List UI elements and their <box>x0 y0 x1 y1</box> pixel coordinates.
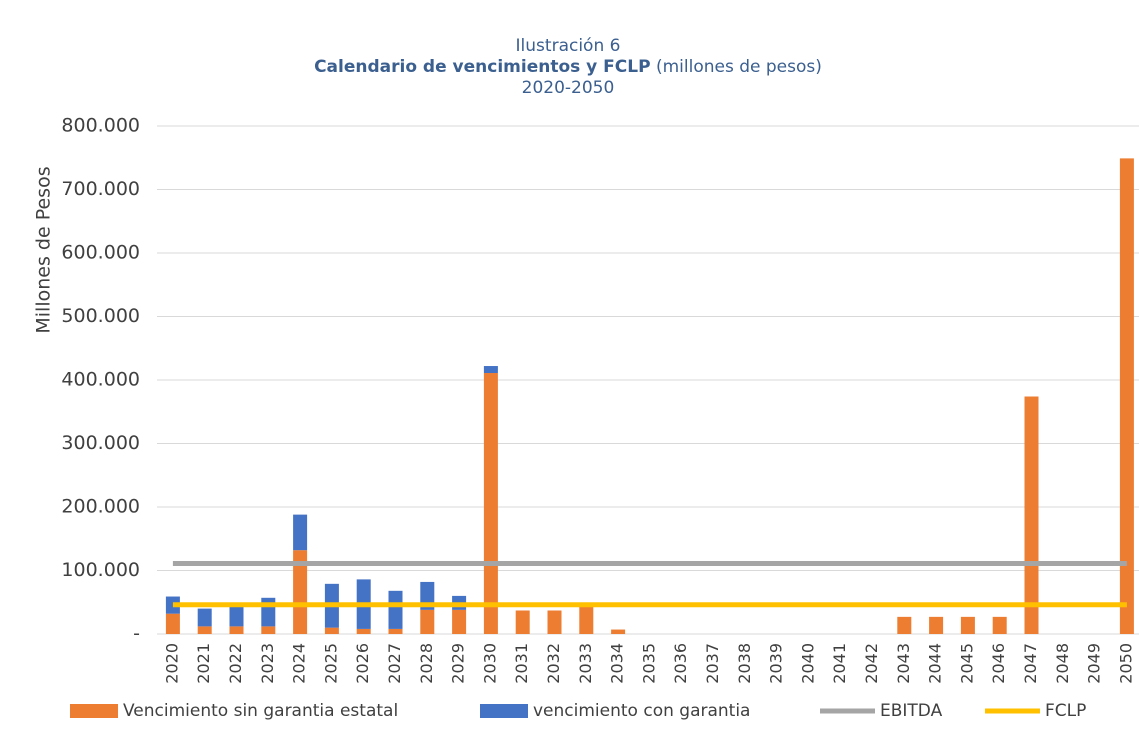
bar <box>197 626 212 634</box>
y-tick-label: 400.000 <box>61 369 140 391</box>
x-tick-label: 2036 <box>671 643 690 684</box>
x-tick-label: 2031 <box>512 643 531 684</box>
y-tick-label: 300.000 <box>61 432 140 454</box>
x-tick-label: 2029 <box>449 643 468 684</box>
x-tick-label: 2050 <box>1116 643 1135 684</box>
x-tick-label: 2046 <box>989 643 1008 684</box>
legend-label: vencimiento con garantia <box>533 701 750 721</box>
bar <box>261 626 276 634</box>
subtitle-bold: Calendario de vencimientos y FCLP <box>314 57 651 77</box>
x-tick-label: 2039 <box>767 643 786 684</box>
x-tick-label: 2020 <box>162 643 181 684</box>
y-tick-label: 100.000 <box>61 559 140 581</box>
bar <box>452 609 467 634</box>
x-tick-label: 2038 <box>735 643 754 684</box>
bar <box>1024 396 1039 634</box>
x-tick-label: 2044 <box>926 643 945 684</box>
x-tick-label: 2032 <box>544 643 563 684</box>
x-tick-label: 2022 <box>226 643 245 684</box>
bar <box>483 366 498 374</box>
chart-title: Ilustración 6 <box>516 36 621 56</box>
bar <box>960 616 975 634</box>
x-tick-label: 2034 <box>608 643 627 684</box>
legend-label: EBITDA <box>880 701 943 721</box>
bar <box>579 604 594 634</box>
bar <box>515 610 530 634</box>
bar <box>293 550 308 634</box>
legend-swatch <box>480 704 528 718</box>
y-axis-label: Millones de Pesos <box>33 166 55 333</box>
bar <box>229 605 244 627</box>
bar <box>611 629 626 634</box>
bar <box>483 373 498 634</box>
y-tick-label: 200.000 <box>61 496 140 518</box>
x-tick-label: 2040 <box>798 643 817 684</box>
x-tick-label: 2021 <box>194 643 213 684</box>
legend-swatch <box>70 704 118 718</box>
x-tick-label: 2026 <box>353 643 372 684</box>
legend-label: FCLP <box>1045 701 1086 721</box>
x-tick-label: 2033 <box>576 643 595 684</box>
x-tick-label: 2030 <box>480 643 499 684</box>
bar <box>388 628 403 634</box>
x-tick-label: 2049 <box>1085 643 1104 684</box>
bar <box>324 627 339 634</box>
y-tick-label: 500.000 <box>61 305 140 327</box>
x-tick-label: 2043 <box>894 643 913 684</box>
x-tick-label: 2048 <box>1053 643 1072 684</box>
legend-label: Vencimiento sin garantia estatal <box>123 701 398 721</box>
bar <box>992 616 1007 634</box>
bar <box>897 616 912 634</box>
y-tick-label: - <box>133 623 140 645</box>
bar <box>261 597 276 627</box>
bar <box>547 610 562 634</box>
bar <box>929 616 944 634</box>
bar <box>165 613 180 634</box>
x-tick-label: 2025 <box>321 643 340 684</box>
bar <box>388 590 403 629</box>
subtitle-rest: (millones de pesos) <box>656 57 822 77</box>
chart-subtitle: Calendario de vencimientos y FCLP (millo… <box>314 57 822 77</box>
bar <box>356 628 371 634</box>
bar <box>197 608 212 627</box>
x-tick-label: 2042 <box>862 643 881 684</box>
x-tick-label: 2028 <box>417 643 436 684</box>
x-tick-label: 2035 <box>639 643 658 684</box>
bar <box>293 514 308 551</box>
bar <box>229 626 244 634</box>
bar <box>1119 158 1134 634</box>
x-tick-label: 2037 <box>703 643 722 684</box>
y-tick-label: 800.000 <box>61 115 140 137</box>
x-tick-label: 2024 <box>290 643 309 684</box>
x-tick-label: 2045 <box>957 643 976 684</box>
bar <box>420 609 435 634</box>
x-tick-label: 2041 <box>830 643 849 684</box>
x-tick-label: 2047 <box>1021 643 1040 684</box>
x-tick-label: 2023 <box>258 643 277 684</box>
y-tick-label: 600.000 <box>61 242 140 264</box>
chart-period: 2020-2050 <box>522 78 615 98</box>
y-tick-label: 700.000 <box>61 178 140 200</box>
x-tick-label: 2027 <box>385 643 404 684</box>
